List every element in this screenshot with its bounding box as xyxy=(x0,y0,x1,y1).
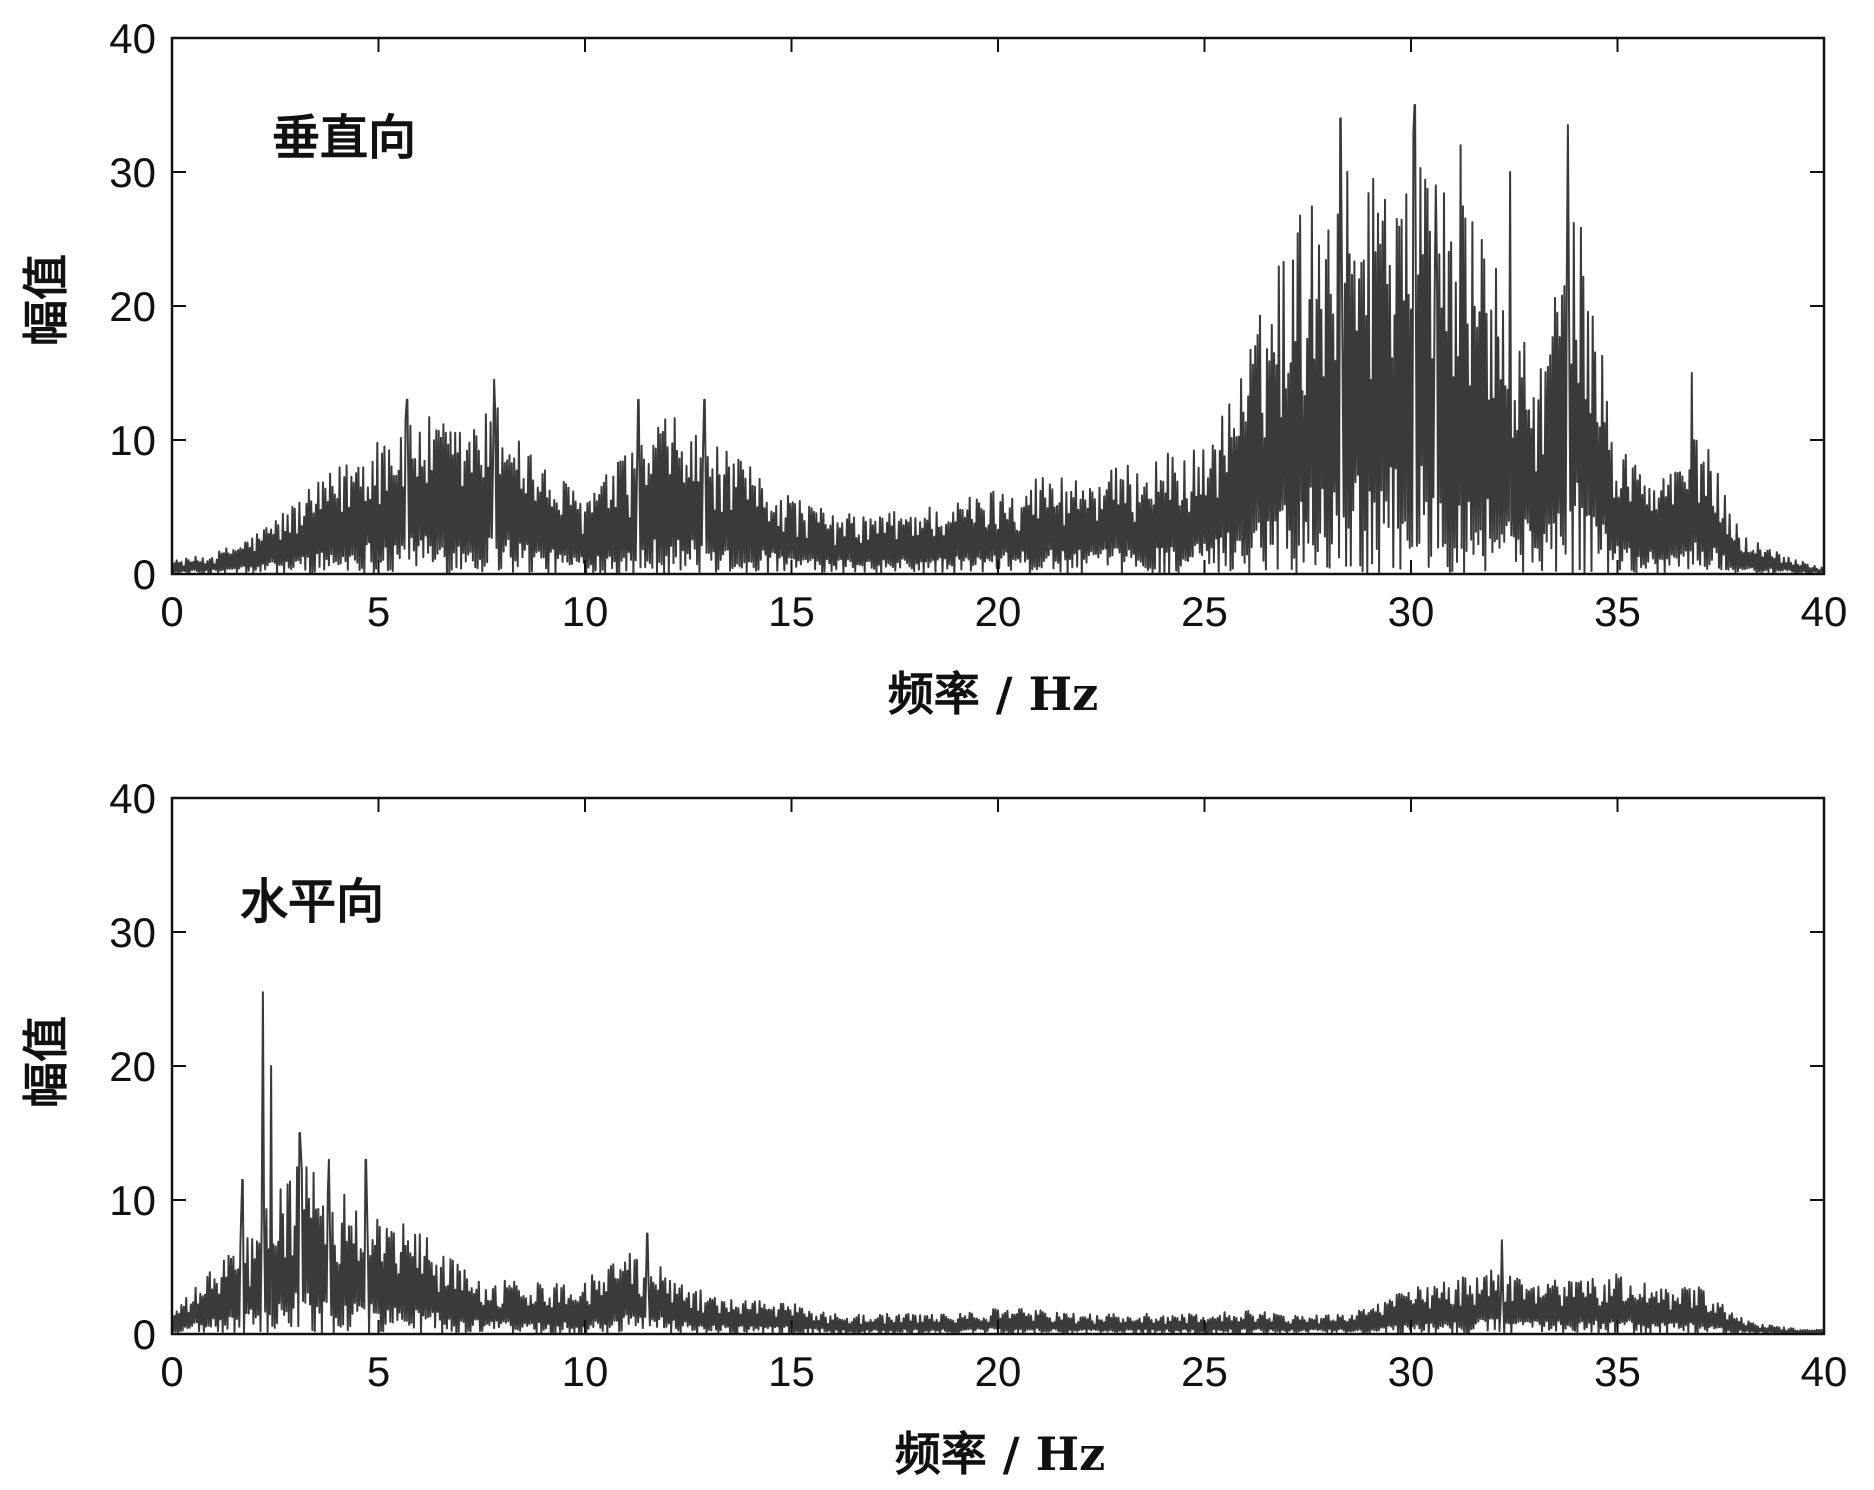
x-tick-label: 25 xyxy=(1181,1348,1228,1395)
x-tick-label: 0 xyxy=(160,588,183,635)
chart-annotation: 垂直向 xyxy=(272,110,416,166)
y-tick-label: 10 xyxy=(109,417,156,464)
y-axis-label: 幅值 xyxy=(19,1016,73,1108)
series-line xyxy=(171,104,1825,575)
x-tick-label: 30 xyxy=(1388,1348,1435,1395)
chart-annotation: 水平向 xyxy=(240,874,384,930)
x-tick-label: 10 xyxy=(562,1348,609,1395)
y-tick-label: 20 xyxy=(109,1043,156,1090)
x-tick-label: 20 xyxy=(975,1348,1022,1395)
x-tick-label: 0 xyxy=(160,1348,183,1395)
y-tick-label: 40 xyxy=(109,775,156,822)
y-tick-label: 0 xyxy=(133,551,156,598)
x-tick-label: 40 xyxy=(1801,588,1848,635)
y-tick-label: 40 xyxy=(109,15,156,62)
y-tick-label: 20 xyxy=(109,283,156,330)
y-axis-label: 幅值 xyxy=(19,254,73,346)
y-tick-label: 30 xyxy=(109,149,156,196)
x-tick-label: 35 xyxy=(1594,1348,1641,1395)
chart-horizontal: 水平向 频率 / Hz 幅值 0 5 10 15 20 25 30 35 40 0 10 20 30 40 xyxy=(19,775,1847,1481)
y-tick-label: 0 xyxy=(133,1311,156,1358)
y-tick-label: 10 xyxy=(109,1177,156,1224)
x-axis-label: 频率 / Hz xyxy=(888,667,1098,721)
x-tick-label: 20 xyxy=(975,588,1022,635)
x-tick-label: 15 xyxy=(768,588,815,635)
x-tick-label: 5 xyxy=(367,1348,390,1395)
x-tick-label: 40 xyxy=(1801,1348,1848,1395)
x-tick-label: 10 xyxy=(562,588,609,635)
x-axis-label: 频率 / Hz xyxy=(895,1427,1105,1481)
y-tick-label: 30 xyxy=(109,909,156,956)
x-tick-label: 15 xyxy=(768,1348,815,1395)
chart-vertical: 垂直向 频率 / Hz 幅值 0 5 10 15 20 25 30 35 40 0 10 20 30 40 xyxy=(19,15,1847,721)
x-tick-label: 5 xyxy=(367,588,390,635)
x-tick-label: 35 xyxy=(1594,588,1641,635)
x-tick-label: 30 xyxy=(1388,588,1435,635)
series-line xyxy=(171,991,1825,1335)
x-tick-label: 25 xyxy=(1181,588,1228,635)
